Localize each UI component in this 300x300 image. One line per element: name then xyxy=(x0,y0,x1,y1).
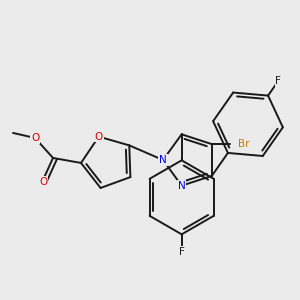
Text: F: F xyxy=(275,76,281,86)
Text: O: O xyxy=(94,132,103,142)
Text: N: N xyxy=(159,155,167,165)
Text: N: N xyxy=(178,181,185,191)
Text: O: O xyxy=(39,177,47,187)
Text: O: O xyxy=(31,133,39,143)
Text: F: F xyxy=(179,247,184,257)
Text: Br: Br xyxy=(238,139,250,149)
